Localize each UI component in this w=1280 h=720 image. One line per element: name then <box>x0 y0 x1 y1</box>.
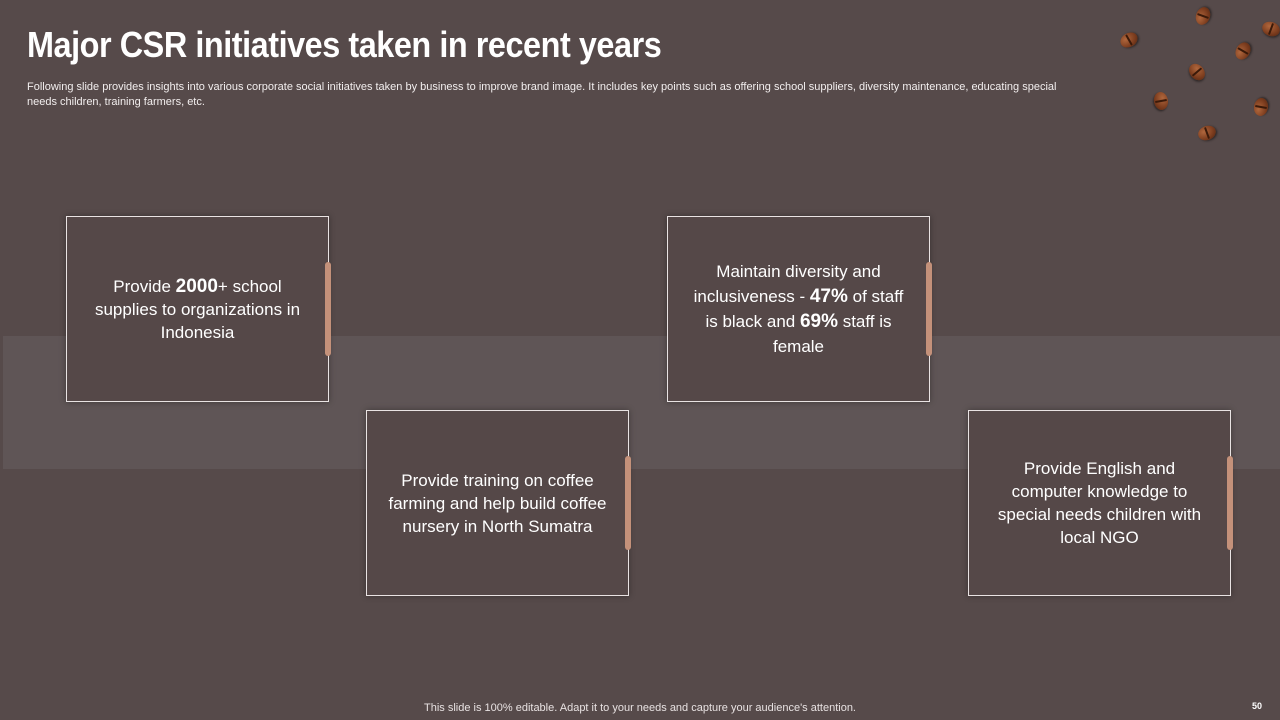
coffee-bean-icon <box>1232 39 1254 63</box>
card-text-part: Maintain diversity and inclusiveness - <box>693 262 881 306</box>
coffee-bean-icon <box>1252 96 1270 118</box>
initiative-card-school-supplies: Provide 2000+ school supplies to organiz… <box>66 216 331 402</box>
slide-subtitle: Following slide provides insights into v… <box>27 81 1057 108</box>
card-highlight-number: 2000 <box>175 275 218 297</box>
card-highlight-number: 47% <box>809 286 848 307</box>
coffee-bean-icon <box>1260 19 1280 39</box>
card-text-part: staff is female <box>772 312 892 356</box>
card-accent-handle <box>926 262 932 356</box>
coffee-bean-icon <box>1196 123 1218 143</box>
card-text-part: Provide <box>113 276 176 296</box>
initiative-card-text: Provide training on coffee farming and h… <box>388 470 607 536</box>
card-accent-handle <box>1227 456 1233 550</box>
card-accent-handle <box>325 262 331 356</box>
coffee-bean-icon <box>1152 90 1170 112</box>
footer-note: This slide is 100% editable. Adapt it to… <box>424 702 856 714</box>
coffee-bean-icon <box>1193 5 1213 27</box>
initiative-card-coffee-training: Provide training on coffee farming and h… <box>366 410 631 596</box>
initiative-card-special-needs-education: Provide English and computer knowledge t… <box>968 410 1233 596</box>
initiative-card-diversity: Maintain diversity and inclusiveness - 4… <box>667 216 932 402</box>
coffee-bean-icon <box>1117 29 1141 51</box>
slide-title: Major CSR initiatives taken in recent ye… <box>27 24 662 65</box>
card-text-part: of staff is black and <box>705 287 904 331</box>
card-highlight-number: 69% <box>799 311 838 332</box>
card-accent-handle <box>625 456 631 550</box>
initiative-card-text: Provide 2000+ school supplies to organiz… <box>67 275 328 344</box>
card-text-part: + school supplies to organizations in In… <box>94 276 301 342</box>
page-number: 50 <box>1251 701 1262 711</box>
coffee-bean-icon <box>1185 60 1209 84</box>
initiative-card-text: Maintain diversity and inclusiveness - 4… <box>668 259 929 359</box>
initiative-card-text: Provide English and computer knowledge t… <box>997 459 1202 547</box>
